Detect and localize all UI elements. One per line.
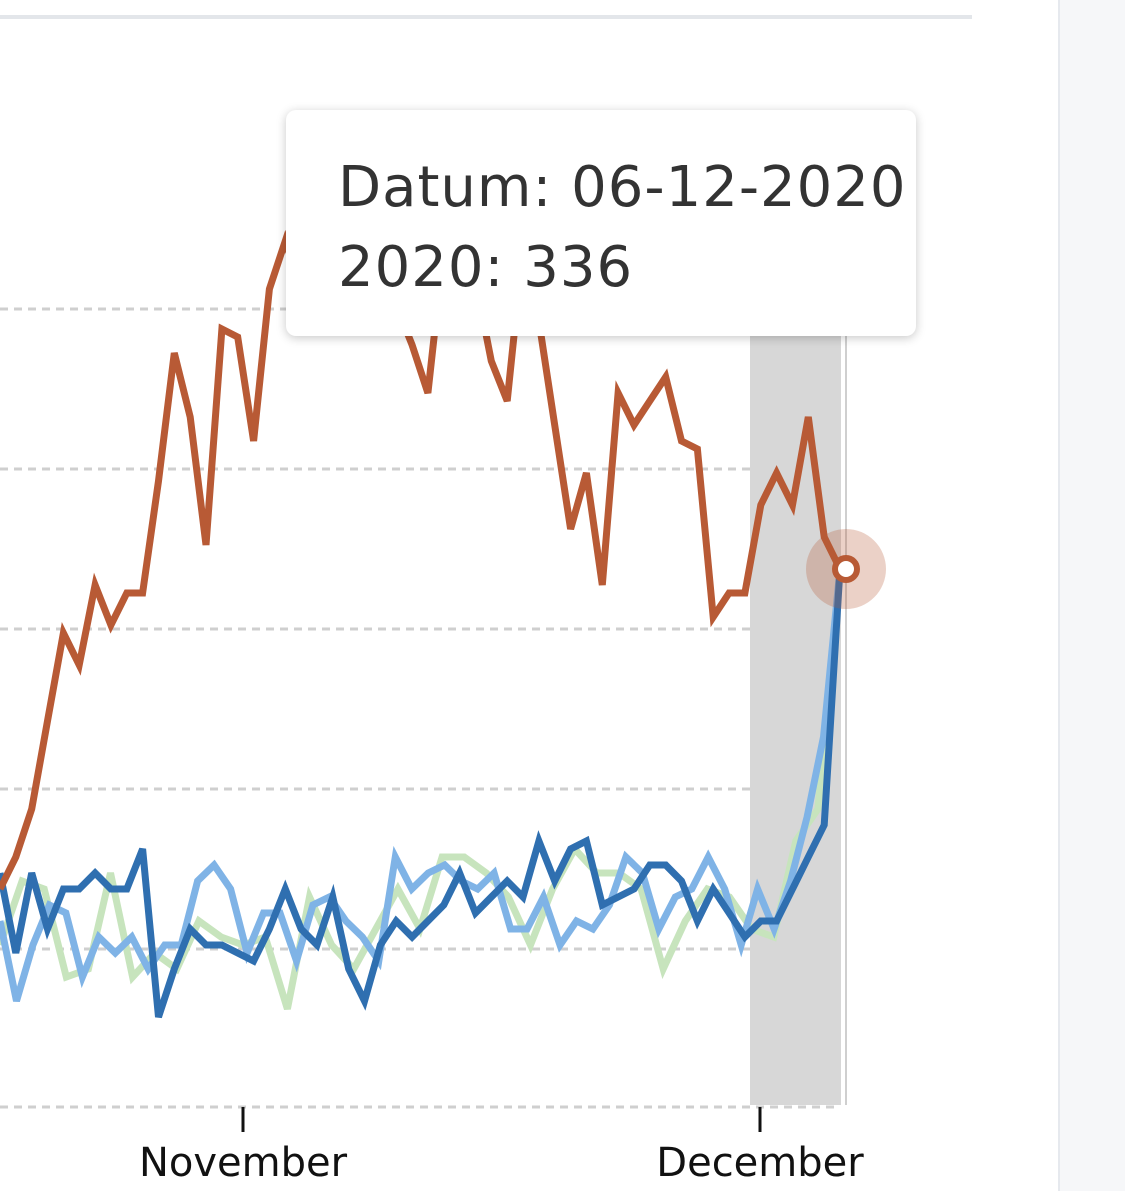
x-tick-label-november: November [139, 1140, 348, 1186]
tooltip-series-value: 336 [523, 235, 634, 300]
tooltip-date-line: Datum: 06-12-2020 [338, 148, 916, 228]
tooltip-value-line: 2020: 336 [338, 228, 916, 308]
tooltip-separator: : [484, 235, 524, 300]
hover-marker[interactable] [806, 529, 886, 609]
hover-marker-dot [832, 555, 860, 583]
right-side-panel [1058, 0, 1125, 1191]
x-tick-label-december: December [656, 1140, 864, 1186]
tooltip-series-name: 2020 [338, 235, 485, 300]
series-line-2019 [0, 568, 844, 1019]
series-line-2020 [0, 177, 844, 891]
x-axis: November December [139, 1107, 864, 1186]
gridlines [0, 307, 840, 1109]
series-layer [0, 177, 844, 1019]
tooltip-date-label: Datum: [338, 155, 572, 220]
line-chart: November December [0, 15, 972, 1186]
series-line-2018 [0, 568, 844, 1002]
tooltip-date-value: 06-12-2020 [571, 155, 907, 220]
chart-tooltip: Datum: 06-12-2020 2020: 336 [286, 110, 916, 336]
